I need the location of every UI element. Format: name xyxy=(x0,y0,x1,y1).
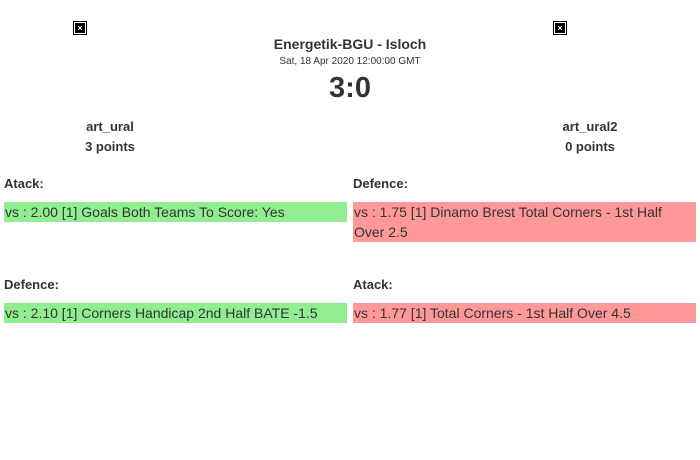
away-bet-1: vs : 1.75 [1] Dinamo Brest Total Corners… xyxy=(353,202,696,242)
home-team: art_ural 3 points xyxy=(0,117,220,157)
home-bet-2-label: Defence: xyxy=(4,277,59,292)
match-title: Energetik-BGU - Isloch xyxy=(273,36,427,52)
away-bet-1-label: Defence: xyxy=(353,176,408,191)
home-bet-2: vs : 2.10 [1] Corners Handicap 2nd Half … xyxy=(4,303,347,323)
home-logo-broken-image-icon: × xyxy=(73,21,87,35)
away-bet-2-label: Atack: xyxy=(353,277,393,292)
home-team-name: art_ural xyxy=(86,119,134,134)
away-logo-broken-image-icon: × xyxy=(553,21,567,35)
match-score: 3:0 xyxy=(329,72,371,104)
home-bet-1: vs : 2.00 [1] Goals Both Teams To Score:… xyxy=(4,202,347,222)
home-bet-1-label: Atack: xyxy=(4,176,44,191)
home-team-points: 3 points xyxy=(85,139,135,154)
away-team-points: 0 points xyxy=(565,139,615,154)
match-date: Sat, 18 Apr 2020 12:00:00 GMT xyxy=(279,56,421,67)
away-team: art_ural2 0 points xyxy=(480,117,700,157)
away-team-name: art_ural2 xyxy=(562,119,618,134)
away-bet-2: vs : 1.77 [1] Total Corners - 1st Half O… xyxy=(353,303,696,323)
